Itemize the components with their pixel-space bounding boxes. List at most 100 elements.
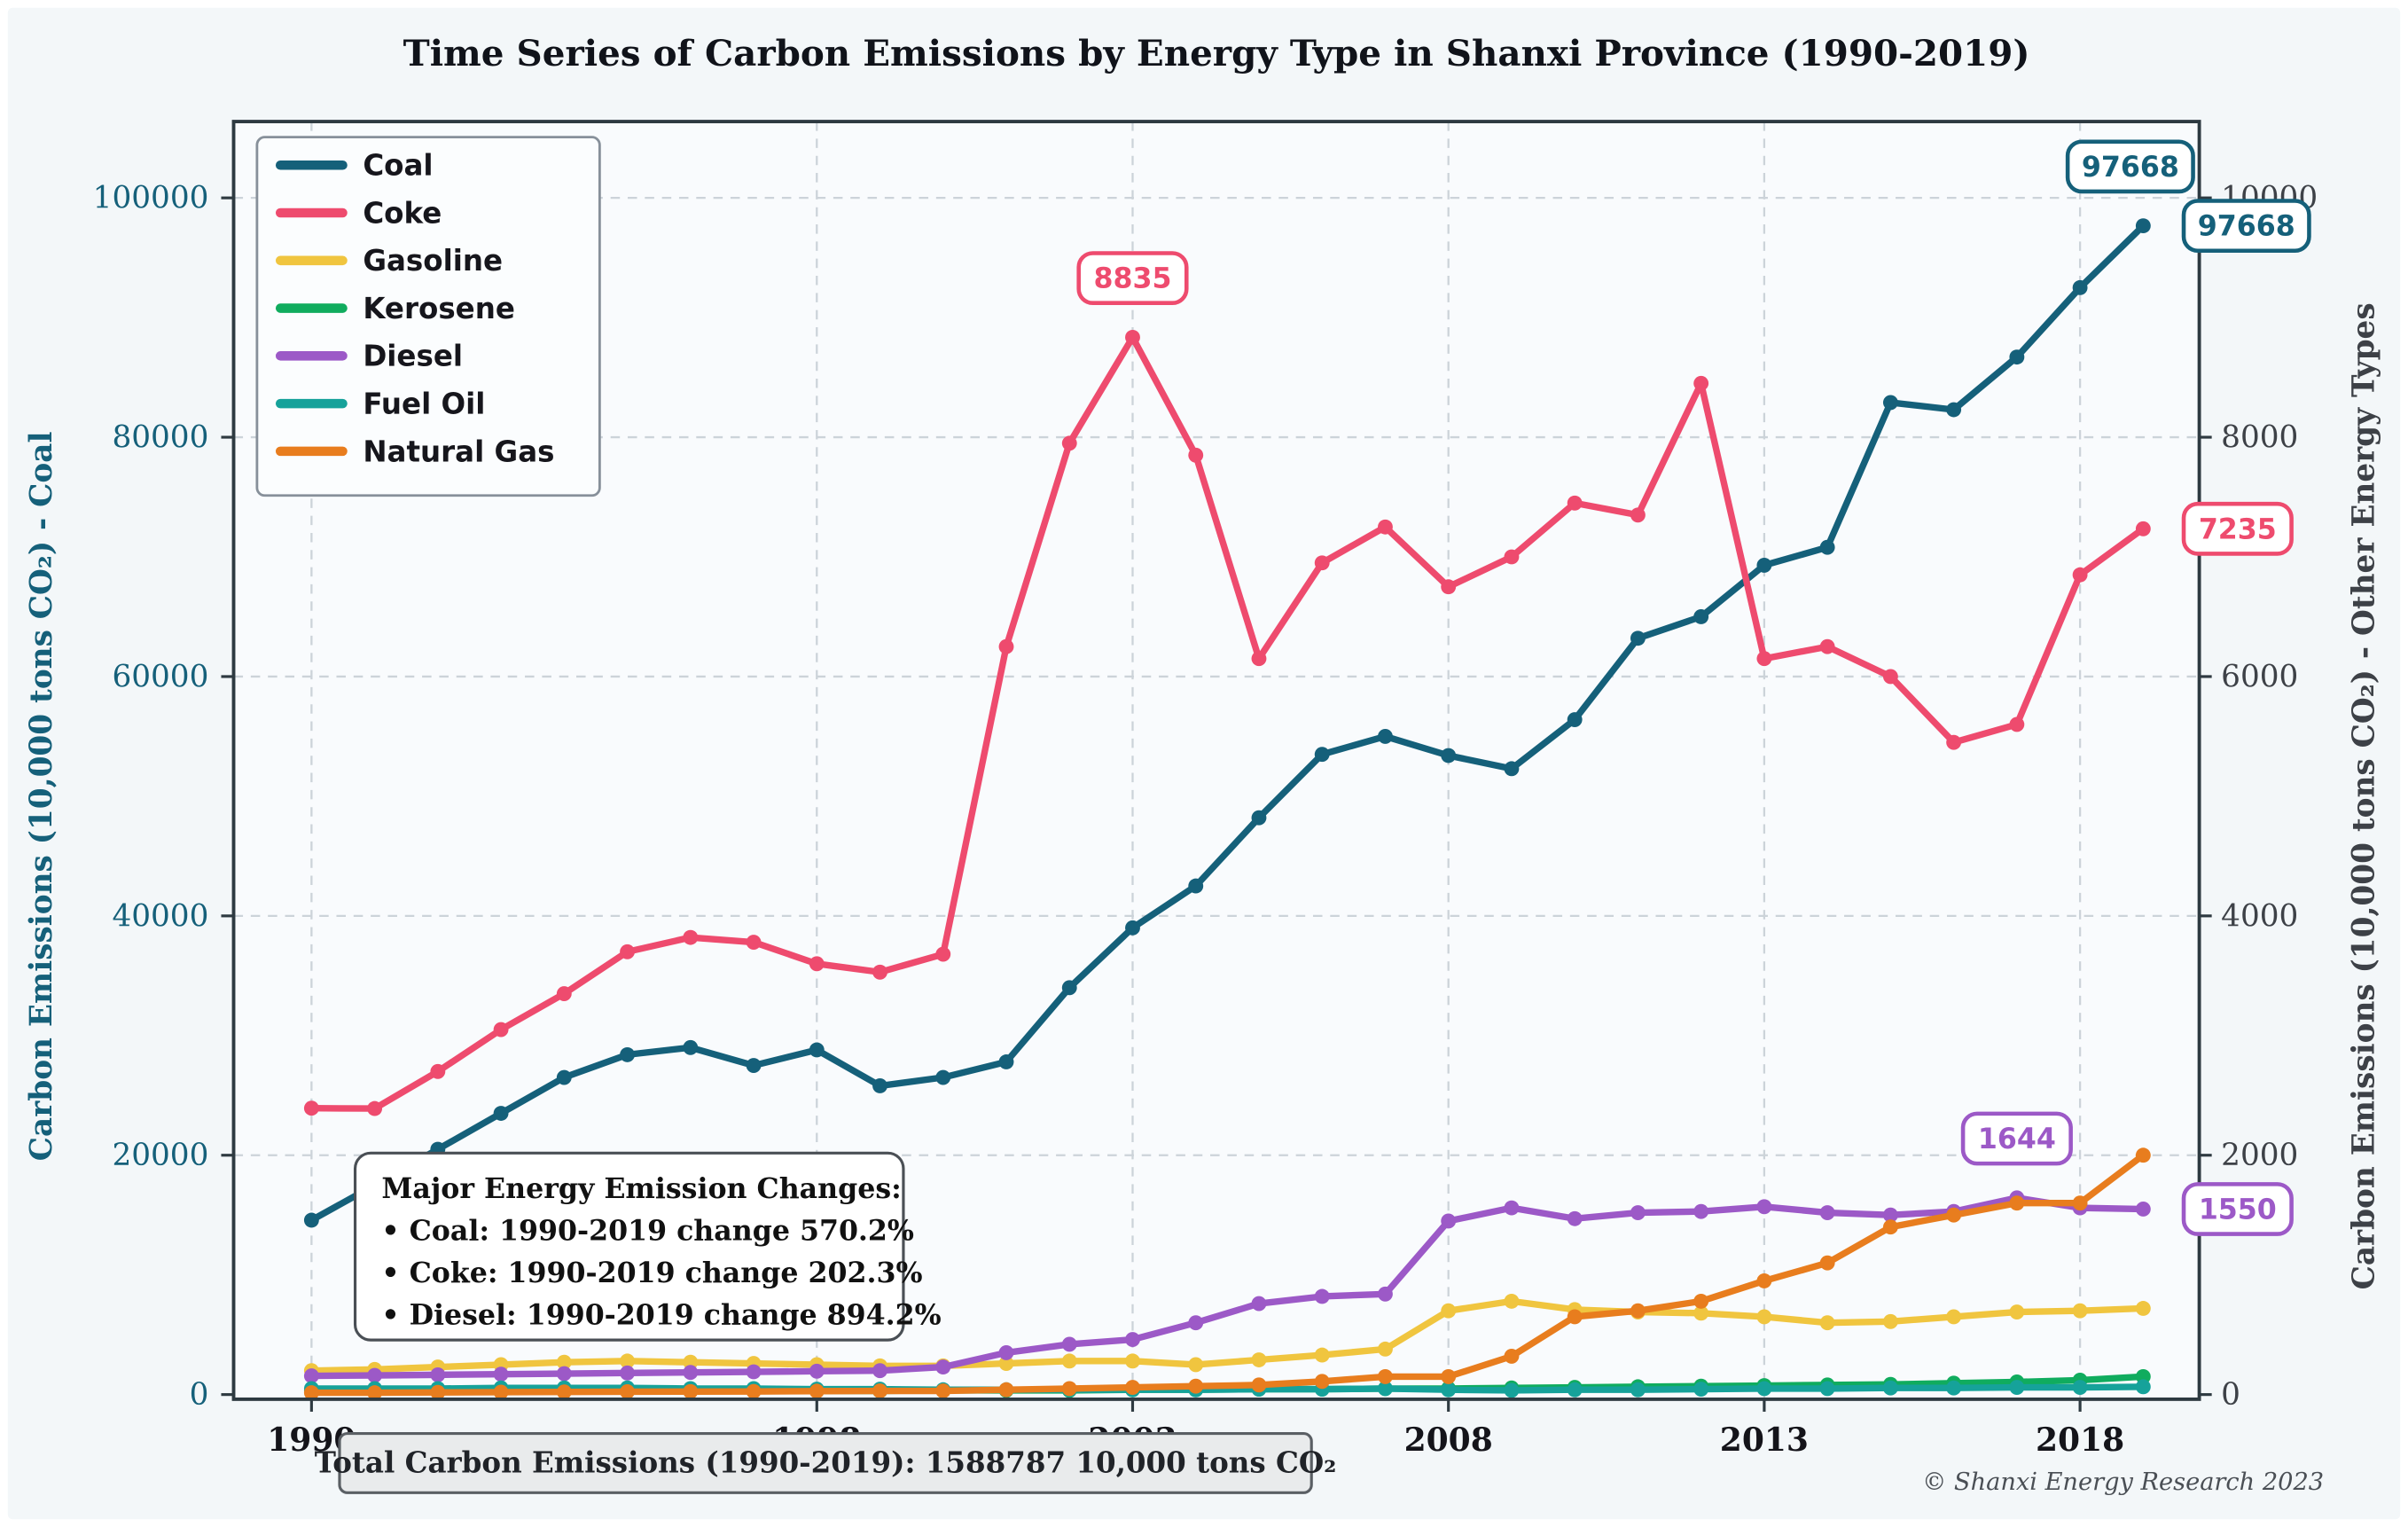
series-point-diesel: [683, 1365, 699, 1381]
annotation-value: 1644: [1978, 1124, 2056, 1155]
series-point-coal: [1693, 609, 1709, 624]
series-point-gasoline: [1188, 1357, 1204, 1373]
series-point-coal: [1188, 878, 1204, 894]
series-line-fuel-oil: [308, 1383, 2147, 1394]
series-point-natural-gas: [493, 1384, 509, 1400]
series-point-coke: [1251, 651, 1267, 667]
annotations: 8835 97668 97668 7235 1644 1550: [1076, 139, 2311, 1236]
series-point-gasoline: [2072, 1303, 2088, 1319]
series-point-coke: [872, 964, 887, 980]
series-point-coal: [998, 1054, 1014, 1069]
series-point-coal: [1125, 920, 1140, 936]
series-point-coal: [746, 1058, 762, 1073]
series-point-gasoline: [1125, 1353, 1140, 1369]
series-point-fuel-oil: [1946, 1380, 1962, 1396]
series-point-coke: [998, 638, 1014, 654]
series-point-diesel: [1819, 1205, 1835, 1220]
series-point-natural-gas: [809, 1383, 825, 1399]
annotation-coal-97668: 97668: [2065, 139, 2195, 194]
series-point-coke: [1504, 549, 1520, 565]
series-point-coke: [556, 986, 572, 1001]
annotation-box: [2181, 199, 2311, 254]
series-point-coal: [1061, 980, 1077, 996]
series-point-natural-gas: [1061, 1381, 1077, 1397]
series-point-coal: [872, 1078, 887, 1093]
series-point-natural-gas: [872, 1383, 887, 1399]
series-point-coal: [1946, 402, 1962, 418]
series-point-coal: [1756, 558, 1772, 573]
series-point-fuel-oil: [1441, 1382, 1457, 1398]
total-box-text: Total Carbon Emissions (1990-2019): 1588…: [315, 1445, 1337, 1479]
series-point-diesel: [809, 1363, 825, 1379]
annotation-diesel-1644: 1644: [1960, 1111, 2073, 1166]
legend-label-kerosene: Kerosene: [363, 292, 515, 325]
series-point-natural-gas: [1756, 1273, 1772, 1288]
series-point-gasoline: [1441, 1303, 1457, 1319]
series-point-coal: [809, 1042, 825, 1058]
series-point-diesel: [493, 1366, 509, 1382]
annotation-coal-97668: 97668: [2181, 199, 2311, 254]
series-point-coke: [1693, 375, 1709, 391]
series-line-gasoline: [308, 1297, 2147, 1374]
series-point-natural-gas: [1504, 1349, 1520, 1364]
chart-title: Time Series of Carbon Emissions by Energ…: [403, 32, 2030, 74]
series-point-natural-gas: [620, 1383, 635, 1399]
legend-item-natural-gas: Natural Gas: [275, 435, 554, 468]
series-point-coke: [2135, 521, 2151, 536]
series-point-coal: [683, 1039, 699, 1055]
annotation-box: [1960, 1111, 2073, 1166]
series-point-fuel-oil: [1882, 1380, 1898, 1396]
series-point-coke: [1756, 651, 1772, 667]
series-point-fuel-oil: [1504, 1382, 1520, 1398]
info-box-frame: [353, 1151, 905, 1342]
annotation-value: 8835: [1094, 263, 1172, 295]
series-point-natural-gas: [1630, 1303, 1646, 1319]
series-point-diesel: [1693, 1203, 1709, 1219]
legend-label-natural-gas: Natural Gas: [363, 435, 554, 468]
series-point-diesel: [1061, 1336, 1077, 1352]
series-point-diesel: [1630, 1205, 1646, 1220]
series-point-natural-gas: [2135, 1147, 2151, 1163]
series-point-coke: [2009, 717, 2025, 732]
series-point-coal: [935, 1069, 951, 1085]
annotation-value: 97668: [2082, 152, 2179, 184]
series-point-coke: [935, 946, 951, 962]
series-point-coke: [809, 956, 825, 972]
left-axis-tick-label: 0: [190, 1377, 209, 1413]
series-point-natural-gas: [746, 1383, 762, 1399]
legend-item-fuel-oil: Fuel Oil: [275, 388, 485, 421]
series-point-diesel: [620, 1365, 635, 1381]
series-point-natural-gas: [683, 1383, 699, 1399]
series-point-diesel: [556, 1366, 572, 1382]
series-point-natural-gas: [1946, 1207, 1962, 1223]
right-axis-tick-label: 2000: [2221, 1138, 2298, 1173]
series-point-diesel: [430, 1366, 446, 1382]
series-point-coal: [1567, 712, 1583, 727]
series-point-fuel-oil: [1378, 1381, 1393, 1397]
series-point-coal: [303, 1212, 319, 1228]
series-point-natural-gas: [1693, 1293, 1709, 1309]
series-point-coal: [1378, 728, 1393, 744]
series-point-coal: [1314, 747, 1330, 763]
series-point-gasoline: [1504, 1293, 1520, 1309]
series-point-diesel: [935, 1359, 951, 1375]
series-point-diesel: [1567, 1210, 1583, 1226]
left-axis-label: Carbon Emissions (10,000 tons CO₂) - Coa…: [24, 432, 59, 1162]
series-point-coke: [1314, 555, 1330, 571]
right-axis-tick-label: 6000: [2221, 659, 2298, 694]
total-box-frame: [338, 1431, 1313, 1494]
annotation-box: [2065, 139, 2195, 194]
watermark: © Shanxi Energy Research 2023: [1922, 1468, 2324, 1496]
series-point-natural-gas: [1819, 1255, 1835, 1271]
series-point-natural-gas: [556, 1384, 572, 1400]
right-axis-tick-label: 4000: [2221, 898, 2298, 934]
series-point-natural-gas: [2072, 1195, 2088, 1211]
series-point-fuel-oil: [1630, 1382, 1646, 1398]
series-point-natural-gas: [1378, 1368, 1393, 1384]
legend-label-gasoline: Gasoline: [363, 244, 503, 278]
series-point-natural-gas: [1251, 1377, 1267, 1393]
annotation-value: 1550: [2199, 1194, 2277, 1226]
x-axis-tick-label: 2013: [1720, 1421, 1809, 1459]
right-axis-tick-label: 8000: [2221, 419, 2298, 455]
